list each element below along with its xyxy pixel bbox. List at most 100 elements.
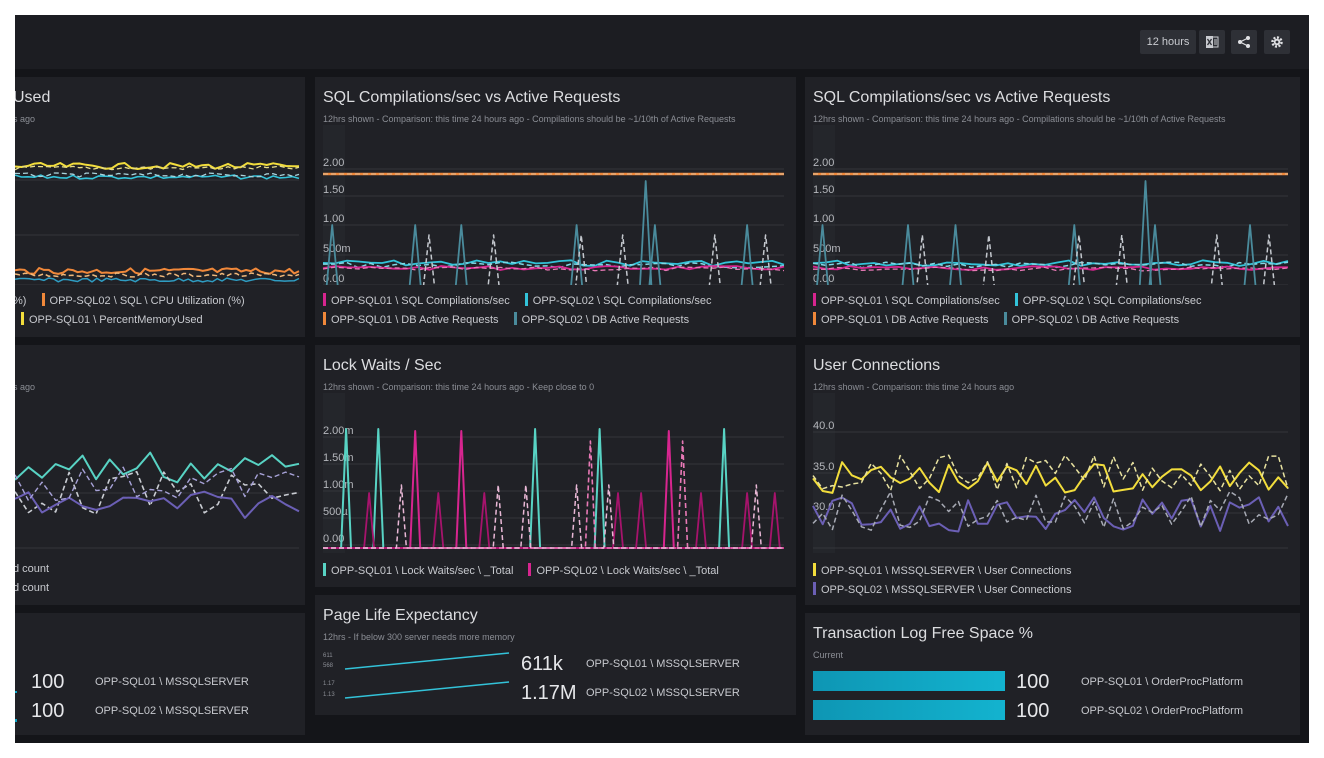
sparkline-tick: 568 bbox=[323, 663, 334, 669]
metric-value: 100 bbox=[1016, 700, 1050, 722]
y-tick-label: 1.50m bbox=[323, 452, 354, 464]
tile-user-connections[interactable]: User Connections 12hrs shown - Compariso… bbox=[805, 345, 1300, 605]
legend-item: OPP-SQL01 \ SQL Compilations/sec bbox=[813, 293, 1000, 307]
y-tick-label: 2.00 bbox=[813, 157, 834, 169]
sparkline-tick: 1.13 bbox=[323, 692, 335, 698]
series-sql02-compilations bbox=[322, 259, 785, 267]
series-comparison bbox=[322, 266, 785, 272]
dashboard-toolbar: 12 hours bbox=[15, 15, 1309, 69]
y-tick-label: 500m bbox=[813, 243, 841, 255]
tile-title: User Connections bbox=[813, 357, 941, 374]
legend-item: OPP-SQL01 \ DB Active Requests bbox=[323, 312, 499, 326]
tile-subtitle: 12hrs shown - Comparison: this time 24 h… bbox=[323, 382, 595, 392]
series-cpu-01 bbox=[15, 277, 300, 283]
settings-button[interactable] bbox=[1264, 30, 1290, 54]
tile-subtitle: 12hrs shown - Comparison: this time 24 h… bbox=[813, 114, 1226, 124]
tile-sql-compilations-2[interactable]: SQL Compilations/sec vs Active Requests … bbox=[805, 77, 1300, 337]
share-button[interactable] bbox=[1231, 30, 1257, 54]
series-db-active-requests-02 bbox=[639, 180, 653, 285]
legend-item: OPP-SQL02 \ Lock Waits/sec \ _Total bbox=[528, 563, 719, 577]
chart-legend: OPP-SQL01 \ DB Active Requests OPP-SQL02… bbox=[813, 312, 1191, 326]
series-comparison bbox=[15, 466, 300, 502]
metric-label: OPP-SQL02 \ MSSQLSERVER bbox=[95, 705, 249, 717]
share-icon bbox=[1238, 36, 1250, 48]
gear-icon bbox=[1271, 36, 1283, 48]
sparkline-sql01 bbox=[344, 652, 510, 670]
series-sql01-memory bbox=[15, 162, 299, 170]
legend-item: %) bbox=[15, 295, 27, 307]
tile-title: Used bbox=[15, 89, 51, 106]
series-comparison bbox=[812, 454, 1289, 492]
y-tick-label: 1.00m bbox=[323, 479, 354, 491]
y-tick-label: 40.0 bbox=[813, 420, 834, 432]
series-comparison bbox=[15, 172, 300, 178]
series-threads-02 bbox=[15, 490, 300, 519]
legend-item: OPP-SQL01 \ PercentMemoryUsed bbox=[21, 312, 203, 326]
series-sql02-lock-waits bbox=[323, 492, 784, 549]
bar-fill bbox=[15, 691, 17, 693]
legend-item: OPP-SQL01 \ DB Active Requests bbox=[813, 312, 989, 326]
series-db-active-requests-02 bbox=[1138, 180, 1153, 285]
time-range-button[interactable]: 12 hours bbox=[1140, 30, 1196, 54]
metric-value: 611k bbox=[521, 653, 563, 675]
y-tick-label: 1.00 bbox=[813, 213, 834, 225]
tile-lock-waits[interactable]: Lock Waits / Sec 12hrs shown - Compariso… bbox=[315, 345, 796, 587]
export-excel-button[interactable] bbox=[1199, 30, 1225, 54]
metric-label: OPP-SQL01 \ MSSQLSERVER bbox=[586, 658, 740, 670]
tile-page-life-expectancy[interactable]: Page Life Expectancy 12hrs - If below 30… bbox=[315, 595, 796, 715]
tile-subtitle: 12hrs - If below 300 server needs more m… bbox=[323, 632, 515, 642]
legend-item: OPP-SQL02 \ DB Active Requests bbox=[513, 312, 689, 326]
tile-subtitle: 12hrs shown - Comparison: this time 24 h… bbox=[323, 114, 736, 124]
tile-threads[interactable]: s ago 12 PM03 PM d count d count bbox=[15, 345, 305, 605]
chart-legend: OPP-SQL01 \ Lock Waits/sec \ _Total OPP-… bbox=[323, 563, 731, 577]
series-comparison bbox=[812, 490, 1289, 531]
metric-value: 100 bbox=[1016, 671, 1050, 693]
tile-title: Page Life Expectancy bbox=[323, 607, 478, 624]
y-tick-label: 2.00 bbox=[323, 157, 344, 169]
metric-label: OPP-SQL02 \ OrderProcPlatform bbox=[1081, 705, 1243, 717]
sparkline-tick: 611 bbox=[323, 653, 333, 659]
legend-item: OPP-SQL01 \ MSSQLSERVER \ User Connectio… bbox=[813, 563, 1071, 577]
user-connections-chart: 40.035.030.006 AM09 AM12 PM03 PM bbox=[812, 393, 1289, 553]
y-tick-label: 1.50 bbox=[813, 184, 834, 196]
threads-chart: 12 PM03 PM bbox=[15, 451, 300, 549]
tile-left-bottom[interactable]: 100 OPP-SQL01 \ MSSQLSERVER 100 OPP-SQL0… bbox=[15, 613, 305, 735]
legend-item: OPP-SQL02 \ MSSQLSERVER \ User Connectio… bbox=[813, 582, 1071, 596]
excel-icon bbox=[1206, 36, 1219, 48]
tile-title: SQL Compilations/sec vs Active Requests bbox=[323, 89, 621, 106]
dashboard-screen: 12 hours Used s ago 12 PM03 P bbox=[15, 15, 1309, 743]
tile-subtitle: Current bbox=[813, 650, 844, 660]
tile-transaction-log[interactable]: Transaction Log Free Space % Current 100… bbox=[805, 613, 1300, 735]
metric-value: 100 bbox=[31, 671, 65, 693]
tile-cpu-memory[interactable]: Used s ago 12 PM03 PM %) OPP-SQL02 \ SQL… bbox=[15, 77, 305, 337]
legend-item: OPP-SQL02 \ SQL \ CPU Utilization (%) bbox=[41, 293, 245, 307]
y-tick-label: 500m bbox=[323, 243, 351, 255]
metric-value: 100 bbox=[31, 700, 65, 722]
tile-sql-compilations[interactable]: SQL Compilations/sec vs Active Requests … bbox=[315, 77, 796, 337]
legend-item: OPP-SQL02 \ DB Active Requests bbox=[1003, 312, 1179, 326]
series-sql01-lock-waits bbox=[323, 428, 784, 549]
tile-title: Lock Waits / Sec bbox=[323, 357, 442, 374]
chart-legend: OPP-SQL01 \ DB Active Requests OPP-SQL02… bbox=[323, 312, 701, 326]
chart-legend: d count bbox=[15, 582, 50, 594]
series-comparison bbox=[323, 484, 784, 549]
metric-label: OPP-SQL02 \ MSSQLSERVER bbox=[586, 687, 740, 699]
series-sql01-compilations bbox=[322, 265, 785, 271]
y-tick-label: 2.00m bbox=[323, 425, 354, 437]
series-comparison bbox=[15, 165, 300, 171]
chart-legend: OPP-SQL02 \ MSSQLSERVER \ User Connectio… bbox=[813, 582, 1083, 596]
cpu-memory-chart: 12 PM03 PM bbox=[15, 162, 300, 285]
tile-subtitle: s ago bbox=[15, 114, 36, 124]
series-sql02-lock-waits bbox=[323, 430, 784, 549]
chart-legend: OPP-SQL01 \ MSSQLSERVER \ User Connectio… bbox=[813, 563, 1083, 577]
chart-legend: OPP-SQL01 \ SQL Compilations/sec OPP-SQL… bbox=[323, 293, 724, 307]
tile-title: SQL Compilations/sec vs Active Requests bbox=[813, 89, 1111, 106]
y-tick-label: 0.00 bbox=[813, 273, 834, 285]
bar-track bbox=[813, 700, 1005, 720]
series-sql02-cpu bbox=[15, 267, 300, 275]
metric-label: OPP-SQL01 \ MSSQLSERVER bbox=[95, 676, 249, 688]
series-comparison bbox=[916, 234, 1276, 285]
